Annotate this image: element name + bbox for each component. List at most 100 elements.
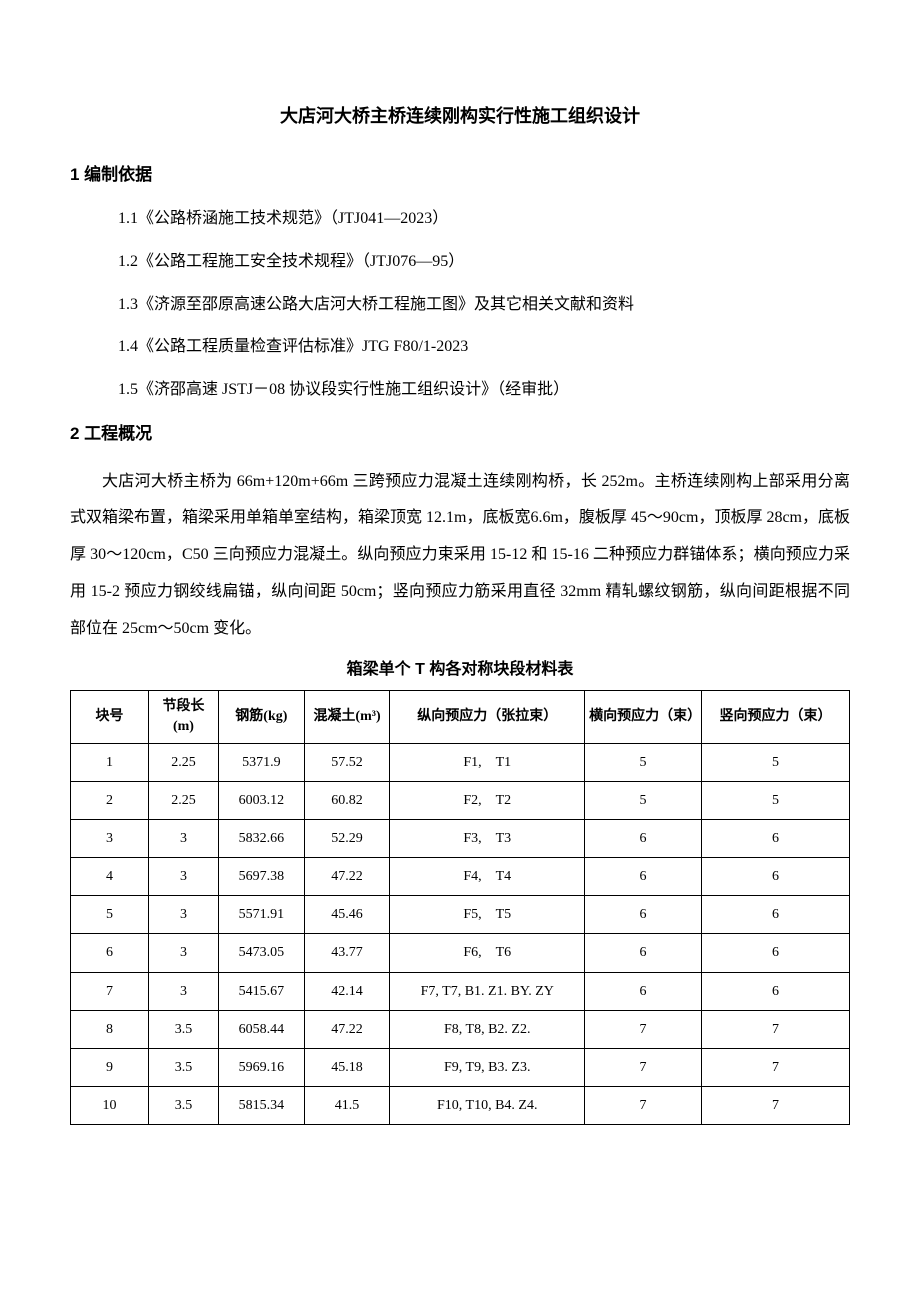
table-cell: F5, T5 [390,896,585,934]
table-header-cell: 块号 [71,691,149,743]
table-cell: 45.46 [304,896,390,934]
table-cell: 6058.44 [219,1010,305,1048]
table-cell: 5 [71,896,149,934]
table-cell: 1 [71,743,149,781]
table-cell: 5832.66 [219,819,305,857]
section-2-heading: 2 工程概况 [70,419,850,450]
table-cell: 7 [585,1010,702,1048]
table-cell: 6 [585,896,702,934]
table-cell: 42.14 [304,972,390,1010]
list-item: 1.2《公路工程施工安全技术规程》（JTJ076—95） [118,248,850,277]
table-cell: 43.77 [304,934,390,972]
table-cell: 3.5 [148,1010,218,1048]
table-cell: 3 [148,934,218,972]
table-cell: 41.5 [304,1087,390,1125]
table-cell: F10, T10, B4. Z4. [390,1087,585,1125]
table-cell: 47.22 [304,858,390,896]
table-cell: 6 [701,934,849,972]
table-cell: 5 [585,743,702,781]
table-cell: 3 [148,819,218,857]
table-cell: 6003.12 [219,781,305,819]
table-cell: 2.25 [148,743,218,781]
table-cell: 2 [71,781,149,819]
table-header-cell: 钢筋(kg) [219,691,305,743]
table-cell: 7 [701,1087,849,1125]
table-cell: 9 [71,1049,149,1087]
table-cell: 5571.91 [219,896,305,934]
table-cell: 5473.05 [219,934,305,972]
section-2-paragraph: 大店河大桥主桥为 66m+120m+66m 三跨预应力混凝土连续刚构桥，长 25… [70,464,850,648]
table-cell: F7, T7, B1. Z1. BY. ZY [390,972,585,1010]
table-header-row: 块号 节段长(m) 钢筋(kg) 混凝土(m³) 纵向预应力（张拉束） 横向预应… [71,691,850,743]
table-cell: 52.29 [304,819,390,857]
table-cell: 5 [701,781,849,819]
table-cell: 3.5 [148,1087,218,1125]
table-cell: 7 [71,972,149,1010]
table-cell: 4 [71,858,149,896]
section-1-heading: 1 编制依据 [70,160,850,191]
table-cell: 5815.34 [219,1087,305,1125]
table-cell: 6 [585,934,702,972]
table-caption: 箱梁单个 T 构各对称块段材料表 [70,656,850,685]
table-row: 83.56058.4447.22F8, T8, B2. Z2.77 [71,1010,850,1048]
table-cell: 6 [701,858,849,896]
table-cell: 6 [701,896,849,934]
table-cell: F9, T9, B3. Z3. [390,1049,585,1087]
table-cell: 5371.9 [219,743,305,781]
section-1-list: 1.1《公路桥涵施工技术规范》（JTJ041—2023） 1.2《公路工程施工安… [70,205,850,405]
table-cell: F2, T2 [390,781,585,819]
table-cell: 5969.16 [219,1049,305,1087]
table-row: 22.256003.1260.82F2, T255 [71,781,850,819]
table-cell: F6, T6 [390,934,585,972]
table-header-cell: 横向预应力（束） [585,691,702,743]
table-cell: 3 [148,858,218,896]
table-cell: F1, T1 [390,743,585,781]
table-cell: 7 [585,1049,702,1087]
table-cell: 5697.38 [219,858,305,896]
table-row: 435697.3847.22F4, T466 [71,858,850,896]
list-item: 1.3《济源至邵原高速公路大店河大桥工程施工图》及其它相关文献和资料 [118,291,850,320]
table-cell: F3, T3 [390,819,585,857]
table-cell: 6 [585,972,702,1010]
table-cell: 45.18 [304,1049,390,1087]
table-row: 12.255371.957.52F1, T155 [71,743,850,781]
table-cell: 6 [585,858,702,896]
table-cell: 57.52 [304,743,390,781]
list-item: 1.4《公路工程质量检查评估标准》JTG F80/1-2023 [118,333,850,362]
table-cell: 10 [71,1087,149,1125]
table-row: 535571.9145.46F5, T566 [71,896,850,934]
table-body: 12.255371.957.52F1, T15522.256003.1260.8… [71,743,850,1125]
table-row: 103.55815.3441.5F10, T10, B4. Z4.77 [71,1087,850,1125]
table-cell: 3 [148,896,218,934]
table-cell: 6 [585,819,702,857]
table-cell: 3 [148,972,218,1010]
table-cell: 60.82 [304,781,390,819]
table-cell: 7 [585,1087,702,1125]
table-cell: F4, T4 [390,858,585,896]
table-cell: 5 [585,781,702,819]
table-header-cell: 混凝土(m³) [304,691,390,743]
table-cell: F8, T8, B2. Z2. [390,1010,585,1048]
table-cell: 2.25 [148,781,218,819]
table-row: 335832.6652.29F3, T366 [71,819,850,857]
table-cell: 47.22 [304,1010,390,1048]
table-header-cell: 纵向预应力（张拉束） [390,691,585,743]
table-row: 635473.0543.77F6, T666 [71,934,850,972]
table-cell: 5 [701,743,849,781]
table-cell: 6 [701,819,849,857]
table-cell: 3 [71,819,149,857]
list-item: 1.5《济邵高速 JSTJ－08 协议段实行性施工组织设计》（经审批） [118,376,850,405]
table-cell: 7 [701,1010,849,1048]
document-title: 大店河大桥主桥连续刚构实行性施工组织设计 [70,100,850,132]
table-row: 735415.6742.14F7, T7, B1. Z1. BY. ZY66 [71,972,850,1010]
table-cell: 5415.67 [219,972,305,1010]
table-header-cell: 节段长(m) [148,691,218,743]
table-cell: 6 [701,972,849,1010]
material-table: 块号 节段长(m) 钢筋(kg) 混凝土(m³) 纵向预应力（张拉束） 横向预应… [70,690,850,1125]
table-cell: 8 [71,1010,149,1048]
table-cell: 3.5 [148,1049,218,1087]
table-row: 93.55969.1645.18F9, T9, B3. Z3.77 [71,1049,850,1087]
table-cell: 6 [71,934,149,972]
table-cell: 7 [701,1049,849,1087]
list-item: 1.1《公路桥涵施工技术规范》（JTJ041—2023） [118,205,850,234]
